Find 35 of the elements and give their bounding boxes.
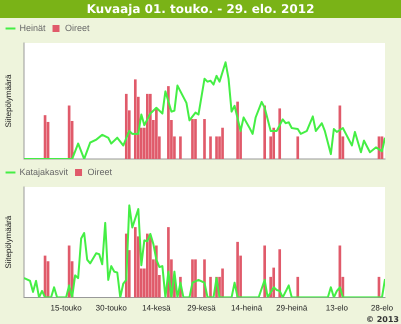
bar [179,136,182,159]
bar [209,136,212,159]
chart-title: Kuvaaja 01. touko. - 29. elo. 2012 [0,0,401,18]
x-tick-label: 13-elo [326,303,349,312]
bar [296,136,300,159]
x-tick-label: 30-touko [96,303,128,312]
x-tick-label: 14-kesä [142,303,172,312]
x-tick-label: 29-heinä [276,303,308,312]
legend-label: Katajakasvit [20,166,69,177]
x-tick-label: 29-kesä [187,303,216,312]
bar [338,106,342,159]
bar [134,79,137,159]
y-axis-title: Siitepölymäärä [4,215,14,269]
legend-label: Oireet [65,22,90,33]
bar [191,119,194,159]
text: © 2013 [366,315,399,324]
legend-label: Oireet [88,166,113,177]
x-tick-label: 28-elo [370,303,394,312]
bar [44,115,46,159]
bar [68,106,70,159]
bar [155,108,158,159]
bar [378,276,380,298]
x-tick-label: 15-touko [50,303,82,312]
bar [194,119,197,159]
bar [221,268,224,298]
bar [194,259,197,298]
bar [215,136,218,159]
legend-label: Heinät [20,22,46,33]
y-axis-title: Siitepölymäärä [4,74,14,128]
bar [44,256,46,298]
x-tick-label: 14-heinä [231,303,263,312]
bar [134,227,137,298]
bar [221,128,224,159]
bar [203,119,206,159]
bar [209,276,212,298]
